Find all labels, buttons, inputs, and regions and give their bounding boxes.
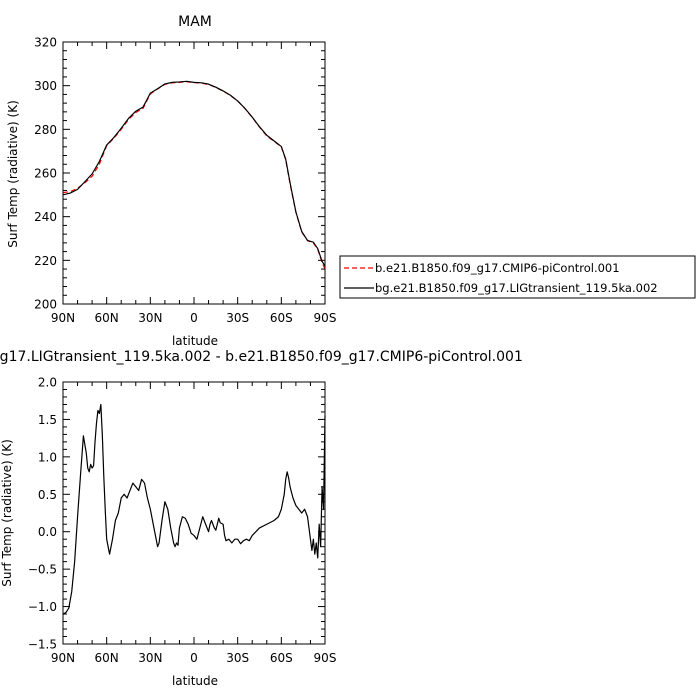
x-tick-label: 90S xyxy=(314,311,337,325)
y-tick-label: 240 xyxy=(34,210,57,224)
y-tick-label: 220 xyxy=(34,254,57,268)
plot-frame xyxy=(62,41,326,305)
x-tick-label: 30N xyxy=(138,311,162,325)
y-axis-label: Surf Temp (radiative) (K) xyxy=(6,100,20,248)
x-ticks: 90N 60N 30N 0 30S 60S 90S xyxy=(51,42,337,325)
x-tick-label: 30S xyxy=(226,311,249,325)
x-tick-label: 90S xyxy=(314,651,337,665)
y-tick-label: 200 xyxy=(34,298,57,312)
y-tick-label: 2.0 xyxy=(38,376,57,390)
legend-box xyxy=(339,255,696,299)
x-ticks: 90N 60N 30N 0 30S 60S 90S xyxy=(51,382,337,665)
y-tick-label: 320 xyxy=(34,36,57,50)
y-tick-label: 280 xyxy=(34,123,57,137)
series-line-1 xyxy=(62,80,326,267)
plot-frame xyxy=(62,381,326,645)
y-tick-label: 260 xyxy=(34,167,57,181)
temperature-panel: MAM Surf Temp (radiative) (K) latitude 9… xyxy=(6,14,336,348)
series-line-0 xyxy=(62,403,326,615)
x-axis-label: latitude xyxy=(172,334,218,348)
x-tick-label: 60S xyxy=(270,311,293,325)
y-tick-label: 1.5 xyxy=(38,413,57,427)
legend: b.e21.B1850.f09_g17.CMIP6-piControl.001 … xyxy=(339,255,696,299)
x-tick-label: 30S xyxy=(226,651,249,665)
y-tick-label: 0.0 xyxy=(38,525,57,539)
chart-title: MAM xyxy=(178,14,212,30)
x-tick-label: 60N xyxy=(95,651,119,665)
legend-label-transient: bg.e21.B1850.f09_g17.LIGtransient_119.5k… xyxy=(375,281,658,295)
y-tick-label: 0.5 xyxy=(38,488,57,502)
y-axis-label: Surf Temp (radiative) (K) xyxy=(0,439,14,587)
x-tick-label: 90N xyxy=(51,311,75,325)
x-tick-label: 0 xyxy=(190,651,198,665)
chart-title: bg.e21.B1850.f09_g17.LIGtransient_119.5k… xyxy=(0,349,523,365)
y-tick-label: 1.0 xyxy=(38,450,57,464)
y-tick-label: −1.5 xyxy=(28,638,57,652)
x-tick-label: 30N xyxy=(138,651,162,665)
y-ticks: −1.5 −1.0 −0.5 0.0 0.5 1.0 1.5 2.0 xyxy=(28,376,325,652)
y-tick-label: 300 xyxy=(34,79,57,93)
x-tick-label: 0 xyxy=(190,311,198,325)
difference-panel: bg.e21.B1850.f09_g17.LIGtransient_119.5k… xyxy=(0,349,523,688)
y-tick-label: −0.5 xyxy=(28,563,57,577)
y-ticks: 200 220 240 260 280 300 320 xyxy=(34,36,325,312)
series-line-0 xyxy=(62,81,326,270)
x-axis-label: latitude xyxy=(172,674,218,688)
series-lines xyxy=(62,403,326,615)
x-tick-label: 90N xyxy=(51,651,75,665)
legend-label-control: b.e21.B1850.f09_g17.CMIP6-piControl.001 xyxy=(375,261,620,275)
series-lines xyxy=(62,80,326,270)
x-tick-label: 60N xyxy=(95,311,119,325)
x-tick-label: 60S xyxy=(270,651,293,665)
y-tick-label: −1.0 xyxy=(28,600,57,614)
